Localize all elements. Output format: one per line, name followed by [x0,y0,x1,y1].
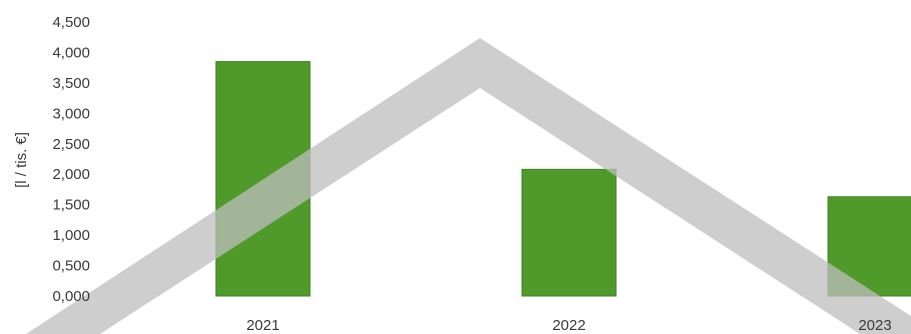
x-category-label: 2022 [552,317,585,334]
watermark-roof-shape [26,38,911,334]
x-category-label: 2021 [246,317,279,334]
y-tick-label: 3,500 [52,75,90,92]
y-tick-label: 0,500 [52,258,90,275]
x-axis-labels: 2021 2022 2023 [246,317,891,334]
y-tick-label: 4,500 [52,14,90,31]
y-tick-label: 1,000 [52,227,90,244]
y-axis-label: [l / tis. €] [13,132,30,188]
x-category-label: 2023 [858,317,891,334]
y-tick-label: 2,000 [52,166,90,183]
y-tick-label: 1,500 [52,197,90,214]
bar-2022 [521,168,617,297]
y-tick-label: 0,000 [52,288,90,305]
y-tick-label: 4,000 [52,44,90,61]
y-tick-label: 2,500 [52,136,90,153]
y-tick-label: 3,000 [52,105,90,122]
y-axis-ticks: 0,000 0,500 1,000 1,500 2,000 2,500 3,000 3,500… [52,14,90,305]
